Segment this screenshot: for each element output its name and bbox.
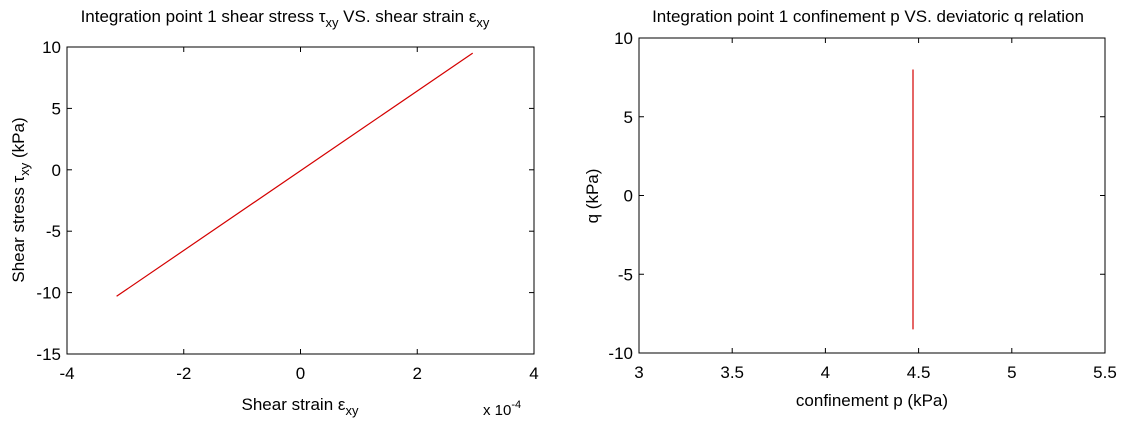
- chart1-x-tick-label: 0: [296, 364, 305, 383]
- chart1-plot-area: [66, 46, 535, 355]
- chart1-y-tick-label: -15: [36, 345, 61, 364]
- chart2-y-tick-label: 10: [614, 29, 633, 48]
- chart2-x-axis-label: confinement p (kPa): [796, 391, 948, 410]
- chart2-y-axis-label: q (kPa): [583, 169, 602, 224]
- chart2-x-ticks: 3 3.5 4 4.5 5 5.5: [634, 38, 1117, 382]
- chart1-x-tick-label: 4: [529, 364, 538, 383]
- chart1-y-tick-label: 10: [42, 38, 61, 57]
- chart1-x-exponent: x 10-4: [483, 399, 521, 419]
- chart2-y-tick-label: 5: [624, 108, 633, 127]
- chart1-x-axis-label: Shear strain εxy: [242, 395, 359, 418]
- chart2-y-tick-label: -5: [618, 265, 633, 284]
- chart2-x-tick-label: 4: [821, 363, 830, 382]
- chart2-x-tick-label: 4.5: [907, 363, 931, 382]
- chart1-x-tick-label: -2: [176, 364, 191, 383]
- chart2-plot-area: [638, 37, 1106, 354]
- chart1-y-tick-label: -10: [36, 284, 61, 303]
- chart1-y-axis-label: Shear stress τxy (kPa): [9, 117, 32, 282]
- chart1-series-line: [116, 52, 474, 297]
- chart-confinement-vs-deviatoric: Integration point 1 confinement p VS. de…: [583, 7, 1117, 410]
- chart1-y-tick-label: 5: [52, 99, 61, 118]
- chart2-x-tick-label: 5.5: [1093, 363, 1117, 382]
- chart2-y-ticks: -10 -5 0 5 10: [608, 29, 1105, 363]
- chart1-x-ticks: -4 -2 0 2 4: [59, 47, 539, 383]
- chart2-y-tick-label: -10: [608, 344, 633, 363]
- chart1-y-ticks: -15 -10 -5 0 5 10: [36, 38, 534, 364]
- chart2-y-tick-label: 0: [624, 187, 633, 206]
- chart1-y-tick-label: 0: [52, 161, 61, 180]
- chart2-title: Integration point 1 confinement p VS. de…: [652, 7, 1084, 26]
- chart1-x-tick-label: -4: [59, 364, 74, 383]
- chart1-series: [116, 52, 474, 297]
- chart2-x-tick-label: 5: [1007, 363, 1016, 382]
- chart1-x-tick-label: 2: [413, 364, 422, 383]
- chart1-title: Integration point 1 shear stress τxy VS.…: [81, 7, 490, 30]
- chart2-x-tick-label: 3.5: [720, 363, 744, 382]
- chart1-y-tick-label: -5: [46, 222, 61, 241]
- chart2-x-tick-label: 3: [634, 363, 643, 382]
- chart-shear-stress-vs-strain: Integration point 1 shear stress τxy VS.…: [9, 7, 539, 419]
